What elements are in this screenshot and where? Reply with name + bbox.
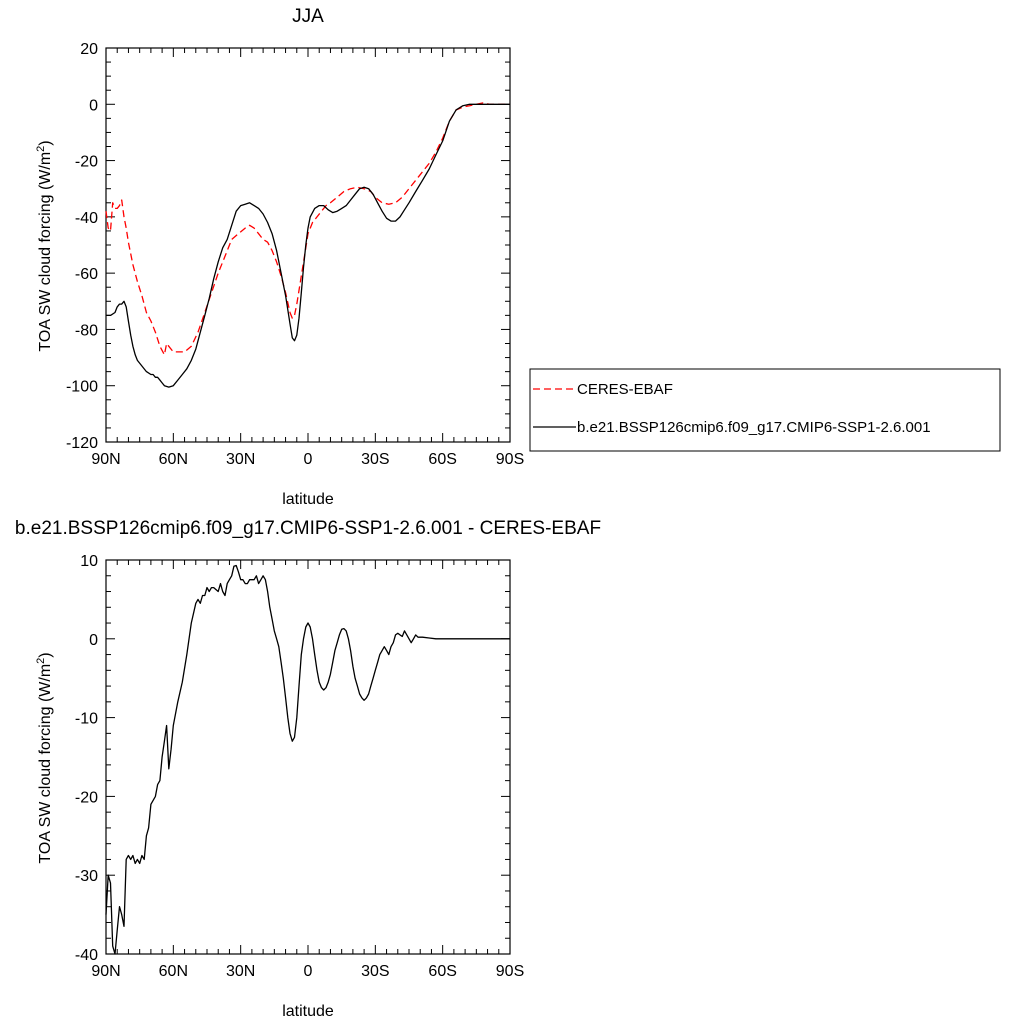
legend: CERES-EBAF b.e21.BSSP126cmip6.f09_g17.CM…: [529, 368, 1001, 452]
x-tick-label-top: 30N: [226, 451, 255, 468]
chart-panel-top: JJA latitude TOA SW cloud forcing (W/m2)…: [35, 6, 524, 508]
x-tick-label-top: 60N: [159, 451, 188, 468]
y-tick-label-bottom: -20: [75, 789, 98, 806]
x-tick-label-top: 90N: [91, 451, 120, 468]
chart-panel-bottom: b.e21.BSSP126cmip6.f09_g17.CMIP6-SSP1-2.…: [15, 518, 601, 1020]
y-tick-label-top: -40: [75, 210, 98, 227]
y-tick-label-bottom: -40: [75, 947, 98, 964]
series-line-bottom-0: [105, 564, 510, 955]
y-axis-title-top: TOA SW cloud forcing (W/m2): [35, 140, 54, 351]
y-tick-label-top: -120: [66, 435, 98, 452]
y-tick-label-bottom: 10: [80, 553, 98, 570]
series-line-top-1: [106, 103, 510, 388]
chart-title-top: JJA: [292, 6, 324, 27]
y-tick-label-bottom: -30: [75, 868, 98, 885]
x-axis-title-top: latitude: [282, 491, 334, 508]
chart-title-bottom: b.e21.BSSP126cmip6.f09_g17.CMIP6-SSP1-2.…: [15, 518, 601, 539]
legend-label-model: b.e21.BSSP126cmip6.f09_g17.CMIP6-SSP1-2.…: [577, 419, 931, 436]
y-axis-title-bottom: TOA SW cloud forcing (W/m2): [35, 652, 54, 863]
y-tick-label-top: -100: [66, 379, 98, 396]
x-tick-label-top: 0: [304, 451, 313, 468]
y-tick-label-bottom: 0: [89, 632, 98, 649]
x-tick-label-top: 60S: [428, 451, 456, 468]
x-tick-label-bottom: 30S: [361, 963, 389, 980]
y-tick-label-top: 0: [89, 97, 98, 114]
x-tick-label-top: 90S: [496, 451, 524, 468]
legend-box: [529, 368, 1001, 452]
x-tick-label-bottom: 0: [304, 963, 313, 980]
series-line-top-0: [105, 102, 510, 356]
y-tick-label-top: 20: [80, 41, 98, 58]
x-tick-label-bottom: 90S: [496, 963, 524, 980]
x-tick-label-top: 30S: [361, 451, 389, 468]
x-axis-title-bottom: latitude: [282, 1003, 334, 1020]
x-tick-label-bottom: 60N: [159, 963, 188, 980]
plot-frame-top: [105, 47, 511, 443]
y-tick-label-top: -20: [75, 154, 98, 171]
x-tick-label-bottom: 90N: [91, 963, 120, 980]
legend-label-ceres: CERES-EBAF: [577, 381, 673, 398]
y-tick-label-top: -60: [75, 266, 98, 283]
x-tick-label-bottom: 30N: [226, 963, 255, 980]
y-tick-label-top: -80: [75, 322, 98, 339]
y-tick-label-bottom: -10: [75, 711, 98, 728]
x-tick-label-bottom: 60S: [428, 963, 456, 980]
plot-frame-bottom: [105, 559, 511, 955]
